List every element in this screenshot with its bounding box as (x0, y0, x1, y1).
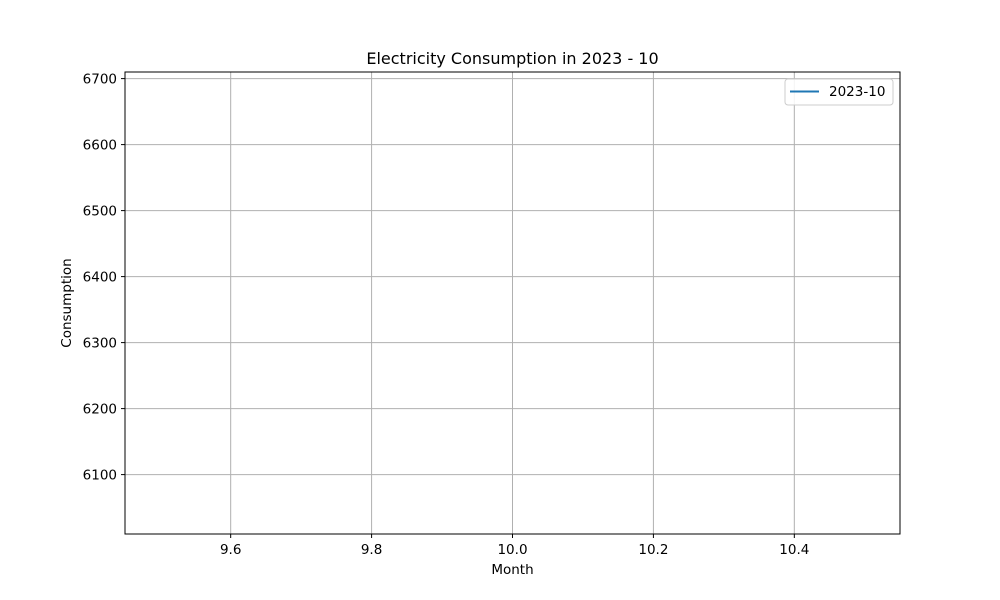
y-tick-label: 6500 (83, 204, 117, 220)
x-tick-label: 10.4 (779, 542, 809, 558)
y-axis: 6100 6200 6300 6400 6500 6600 6700 (83, 72, 125, 484)
y-tick-label: 6700 (83, 72, 117, 88)
chart-title: Electricity Consumption in 2023 - 10 (366, 49, 658, 68)
legend: 2023-10 (784, 78, 894, 106)
y-axis-label: Consumption (59, 258, 75, 347)
legend-entry-label: 2023-10 (829, 84, 885, 100)
grid (125, 72, 900, 534)
y-tick-label: 6200 (83, 402, 117, 418)
y-tick-label: 6300 (83, 336, 117, 352)
x-tick-label: 10.2 (638, 542, 668, 558)
x-tick-label: 10.0 (497, 542, 527, 558)
y-tick-label: 6100 (83, 468, 117, 484)
x-tick-label: 9.8 (361, 542, 382, 558)
y-tick-label: 6600 (83, 138, 117, 154)
x-axis: 9.6 9.8 10.0 10.2 10.4 (220, 534, 809, 558)
legend-box (784, 78, 894, 106)
y-tick-label: 6400 (83, 270, 117, 286)
x-tick-label: 9.6 (220, 542, 241, 558)
x-axis-label: Month (491, 562, 533, 578)
